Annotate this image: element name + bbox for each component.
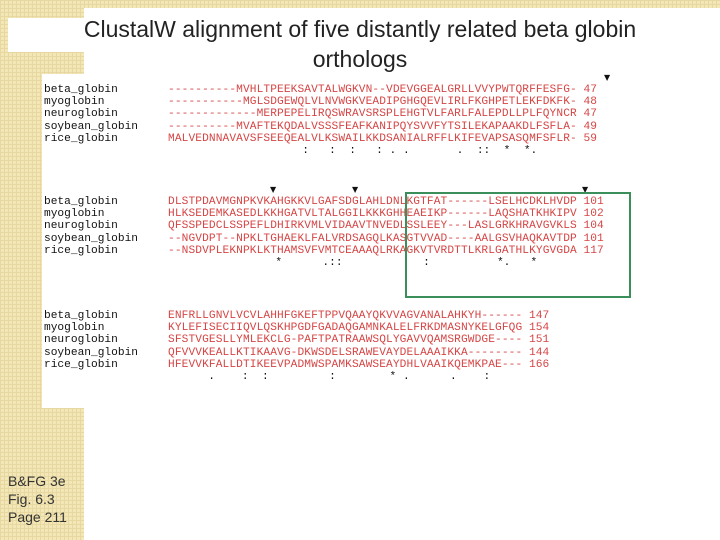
marker-arrow-icon: ▼ xyxy=(582,185,589,194)
marker-arrow-icon: ▼ xyxy=(270,185,277,194)
residue-count: 102 xyxy=(583,208,604,221)
alignment-row: beta_globin ENFRLLGNVLVCVLAHHFGKEFTPPVQAA… xyxy=(44,310,549,322)
sequence-residues: ----------MVHLTPEEKSAVTALWGKVN--VDEVGGEA… xyxy=(168,84,577,96)
sequence-residues: QFVVVKEALLKTIKAAVG-DKWSDELSRAWEVAYDELAAA… xyxy=(168,346,523,359)
title-backdrop xyxy=(8,18,98,52)
sequence-name: soybean_globin xyxy=(44,232,138,245)
alignment-row: myoglobin KYLEFISECIIQVLQSKHPGDFGADAQGAMN… xyxy=(44,322,549,334)
alignment-row: rice_globin --NSDVPLEKNPKLKTHAMSVFVMTCEAA… xyxy=(44,245,604,257)
consensus-row: : : : : . . . :: * *. xyxy=(44,145,597,157)
residue-count: 48 xyxy=(583,96,597,109)
caption-line: Page 211 xyxy=(8,509,67,525)
marker-arrow-icon: ▼ xyxy=(352,185,359,194)
consensus-row: * .:: : *. * xyxy=(44,257,604,269)
caption-line: Fig. 6.3 xyxy=(8,491,55,507)
residue-count: 147 xyxy=(529,310,550,322)
slide-title: ClustalW alignment of five distantly rel… xyxy=(83,16,637,72)
alignment-figure: beta_globin ----------MVHLTPEEKSAVTALWGKV… xyxy=(42,74,714,408)
sequence-residues: --NSDVPLEKNPKLKTHAMSVFVMTCEAAAQLRKAGKVTV… xyxy=(168,244,577,257)
sequence-name: soybean_globin xyxy=(44,120,138,133)
sequence-name: neuroglobin xyxy=(44,108,118,121)
sequence-residues: -----------MGLSDGEWQLVLNVWGKVEADIPGHGQEV… xyxy=(168,96,577,109)
sequence-name: myoglobin xyxy=(44,208,105,221)
residue-count: 144 xyxy=(529,346,550,359)
alignment-row: myoglobin -----------MGLSDGEWQLVLNVWGKVEA… xyxy=(44,96,597,108)
sequence-residues: HLKSEDEMKASEDLKKHGATVLTALGGILKKKGHHEAEIK… xyxy=(168,208,577,221)
sequence-name: rice_globin xyxy=(44,244,118,257)
alignment-row: soybean_globin QFVVVKEALLKTIKAAVG-DKWSDEL… xyxy=(44,347,549,359)
sequence-name: rice_globin xyxy=(44,132,118,145)
alignment-row: soybean_globin --NGVDPT--NPKLTGHAEKLFALVR… xyxy=(44,233,604,245)
alignment-block-1: beta_globin ----------MVHLTPEEKSAVTALWGKV… xyxy=(44,84,597,157)
sequence-name: neuroglobin xyxy=(44,334,118,347)
sequence-residues: KYLEFISECIIQVLQSKHPGDFGADAQGAMNKALELFRKD… xyxy=(168,322,523,335)
sequence-residues: SFSTVGESLLYMLEKCLG-PAFTPATRAAWSQLYGAVVQA… xyxy=(168,334,523,347)
alignment-row: myoglobin HLKSEDEMKASEDLKKHGATVLTALGGILKK… xyxy=(44,208,604,220)
figure-caption: B&FG 3e Fig. 6.3 Page 211 xyxy=(8,472,88,526)
sequence-name: rice_globin xyxy=(44,358,118,371)
sequence-residues: --NGVDPT--NPKLTGHAEKLFALVRDSAGQLKASGTVVA… xyxy=(168,232,577,245)
residue-count: 154 xyxy=(529,322,550,335)
sequence-residues: MALVEDNNAVAVSFSEEQEALVLKSWAILKKDSANIALRF… xyxy=(168,132,577,145)
residue-count: 59 xyxy=(583,132,597,145)
sequence-residues: -------------MERPEPELIRQSWRAVSRSPLEHGTVL… xyxy=(168,108,577,121)
sequence-residues: QFSSPEDCLSSPEFLDHIRKVMLVIDAAVTNVEDLSSLEE… xyxy=(168,220,577,233)
alignment-row: neuroglobin QFSSPEDCLSSPEFLDHIRKVMLVIDAAV… xyxy=(44,220,604,232)
caption-line: B&FG 3e xyxy=(8,473,66,489)
alignment-row: neuroglobin -------------MERPEPELIRQSWRAV… xyxy=(44,108,597,120)
sequence-name: beta_globin xyxy=(44,310,118,322)
residue-count: 104 xyxy=(583,220,604,233)
residue-count: 49 xyxy=(583,120,597,133)
sequence-residues: HFEVVKFALLDTIKEEVPADMWSPAMKSAWSEAYDHLVAA… xyxy=(168,358,523,371)
alignment-row: beta_globin ----------MVHLTPEEKSAVTALWGKV… xyxy=(44,84,597,96)
residue-count: 151 xyxy=(529,334,550,347)
sequence-residues: ENFRLLGNVLVCVLAHHFGKEFTPPVQAAYQKVVAGVANA… xyxy=(168,310,523,322)
sequence-name: neuroglobin xyxy=(44,220,118,233)
alignment-row: soybean_globin ----------MVAFTEKQDALVSSSF… xyxy=(44,121,597,133)
consensus-symbols: . : : : * . . : xyxy=(168,370,491,383)
alignment-row: neuroglobin SFSTVGESLLYMLEKCLG-PAFTPATRAA… xyxy=(44,334,549,346)
alignment-row: beta_globin DLSTPDAVMGNPKVKAHGKKVLGAFSDGL… xyxy=(44,196,604,208)
sequence-name: myoglobin xyxy=(44,322,105,335)
consensus-row: . : : : * . . : xyxy=(44,371,549,383)
sequence-name: beta_globin xyxy=(44,84,118,96)
residue-count: 166 xyxy=(529,358,550,371)
sequence-name: myoglobin xyxy=(44,96,105,109)
sequence-residues: DLSTPDAVMGNPKVKAHGKKVLGAFSDGLAHLDNLKGTFA… xyxy=(168,196,577,208)
alignment-block-3: beta_globin ENFRLLGNVLVCVLAHHFGKEFTPPVQAA… xyxy=(44,310,549,383)
residue-count: 101 xyxy=(583,196,604,208)
alignment-row: rice_globin MALVEDNNAVAVSFSEEQEALVLKSWAIL… xyxy=(44,133,597,145)
consensus-symbols: : : : : . . . :: * *. xyxy=(168,144,538,157)
sequence-name: soybean_globin xyxy=(44,346,138,359)
top-pattern-strip xyxy=(0,0,720,8)
alignment-row: rice_globin HFEVVKFALLDTIKEEVPADMWSPAMKSA… xyxy=(44,359,549,371)
residue-count: 101 xyxy=(583,232,604,245)
residue-count: 117 xyxy=(583,244,604,257)
highlight-box xyxy=(405,192,631,298)
residue-count: 47 xyxy=(583,84,597,96)
alignment-block-2: beta_globin DLSTPDAVMGNPKVKAHGKKVLGAFSDGL… xyxy=(44,196,604,269)
sequence-residues: ----------MVAFTEKQDALVSSSFEAFKANIPQYSVVF… xyxy=(168,120,577,133)
consensus-symbols: * .:: : *. * xyxy=(168,256,538,269)
marker-arrow-icon: ▼ xyxy=(604,73,611,82)
sequence-name: beta_globin xyxy=(44,196,118,208)
residue-count: 47 xyxy=(583,108,597,121)
